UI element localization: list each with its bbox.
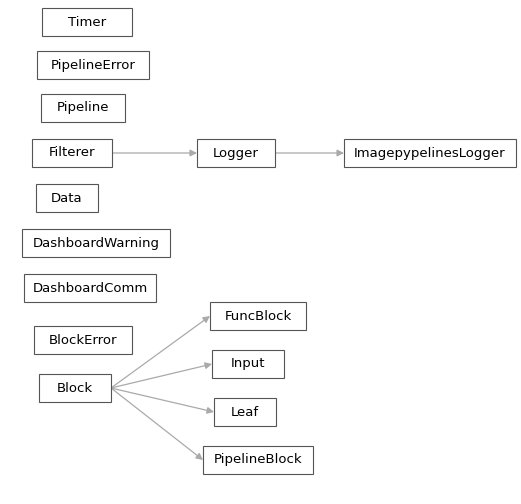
- Text: Data: Data: [51, 192, 83, 205]
- Text: BlockError: BlockError: [49, 334, 117, 347]
- FancyBboxPatch shape: [34, 326, 132, 354]
- Text: Filterer: Filterer: [49, 147, 95, 159]
- FancyBboxPatch shape: [22, 229, 170, 257]
- Text: Logger: Logger: [213, 147, 259, 159]
- Text: Timer: Timer: [68, 16, 106, 29]
- FancyBboxPatch shape: [42, 8, 132, 36]
- Text: PipelineError: PipelineError: [51, 58, 135, 72]
- FancyBboxPatch shape: [203, 446, 313, 474]
- Text: DashboardWarning: DashboardWarning: [32, 236, 159, 249]
- Text: Input: Input: [231, 357, 265, 370]
- Text: DashboardComm: DashboardComm: [32, 282, 147, 294]
- FancyBboxPatch shape: [210, 302, 306, 330]
- FancyBboxPatch shape: [39, 374, 111, 402]
- Text: Block: Block: [57, 382, 93, 395]
- FancyBboxPatch shape: [36, 184, 98, 212]
- Text: PipelineBlock: PipelineBlock: [214, 454, 302, 467]
- FancyBboxPatch shape: [344, 139, 516, 167]
- Text: Leaf: Leaf: [231, 406, 259, 418]
- Text: FuncBlock: FuncBlock: [225, 309, 292, 323]
- Text: ImagepypelinesLogger: ImagepypelinesLogger: [354, 147, 506, 159]
- FancyBboxPatch shape: [212, 350, 284, 378]
- FancyBboxPatch shape: [41, 94, 125, 122]
- FancyBboxPatch shape: [214, 398, 276, 426]
- FancyBboxPatch shape: [32, 139, 112, 167]
- FancyBboxPatch shape: [197, 139, 275, 167]
- FancyBboxPatch shape: [24, 274, 156, 302]
- Text: Pipeline: Pipeline: [57, 101, 109, 114]
- FancyBboxPatch shape: [37, 51, 149, 79]
